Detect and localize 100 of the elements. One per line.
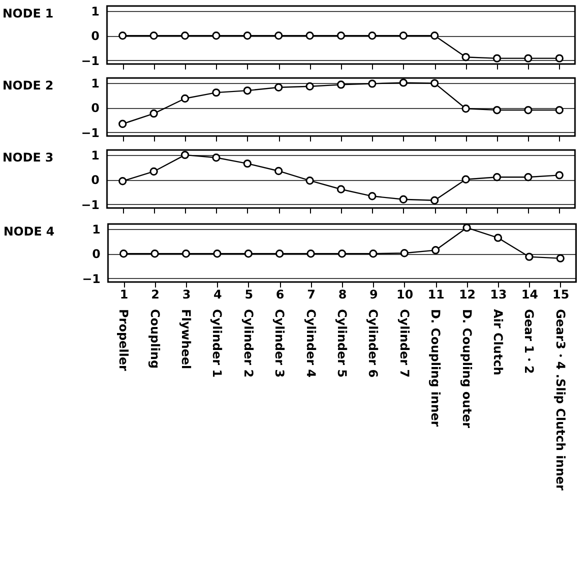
y-axis-title: NODE 3 [2,150,54,164]
point [524,54,532,62]
y-tick-label: −1 [81,198,100,212]
point [212,32,220,40]
text: Air Clutch [491,309,505,376]
y-tick-label: −1 [82,272,100,286]
x-tick-label: 2 [151,288,160,302]
point [494,234,502,242]
point [306,32,314,40]
text: Cylinder 6 [366,309,380,378]
point [150,167,158,176]
point [150,250,159,258]
point [399,32,408,40]
y-axis-title: NODE 4 [4,224,54,238]
point [336,80,346,89]
text: Gear 1・2 [522,309,536,374]
text: D. Coupling inner [428,309,443,427]
text: Cylinder 1 [210,309,224,378]
x-tick-label: 5 [244,288,254,302]
point [462,224,471,232]
point [524,106,532,114]
x-tick-label: 3 [182,288,191,302]
point [306,250,315,258]
y-tick-label: 0 [92,247,100,262]
text: Flywheel [179,309,193,370]
text: Coupling [148,309,162,369]
point [400,249,409,258]
point [306,176,314,185]
x-tick-label: 15 [552,288,570,302]
y-tick-label: 1 [91,76,100,90]
point [555,171,564,180]
point [462,52,470,62]
text: Cylinder 7 [397,309,412,378]
x-tick-label: 4 [214,288,222,302]
y-tick-label: −1 [81,54,100,68]
point [118,120,127,128]
y-tick-label: 1 [92,222,100,236]
x-tick-label: 8 [338,288,347,302]
point [399,195,408,204]
point [555,54,564,62]
y-tick-label: 0 [91,173,100,188]
x-tick-label: 12 [458,288,476,302]
point [150,109,158,118]
point [118,32,127,40]
text: Gear3・4 .Slip Clutch inner [553,309,568,490]
point [274,32,283,40]
x-tick-label: 1 [120,288,128,302]
point [213,250,222,258]
y-tick-label: 0 [91,101,100,116]
point [306,82,314,90]
point [399,78,408,87]
point [274,83,283,92]
point [243,32,252,40]
point [180,94,190,103]
point [462,175,470,184]
point [369,250,378,258]
point [492,173,502,182]
point [524,173,532,182]
x-tick-label: 13 [490,288,507,302]
point [492,106,502,114]
x-tick-label: 9 [370,288,378,302]
x-tick-label: 6 [276,288,284,302]
point [119,250,128,258]
point [336,185,346,194]
x-tick-label: 11 [428,288,444,302]
point [368,80,376,88]
text: Cylinder 5 [335,309,349,378]
point [182,250,190,258]
point [274,166,283,176]
point [150,32,158,40]
text: Propeller [116,309,131,372]
point [180,150,190,160]
point [243,86,252,95]
point [212,88,220,97]
text: Cylinder 3 [272,309,287,378]
point [243,159,252,168]
text: Cylinder 2 [241,309,256,378]
point [430,79,439,88]
y-tick-label: 1 [91,4,100,18]
x-tick-label: 10 [396,288,414,302]
point [244,250,253,258]
y-axis-title: NODE 1 [2,6,54,20]
y-tick-label: 1 [91,148,100,162]
point [525,252,534,261]
y-tick-label: 0 [91,29,100,44]
point [492,54,502,62]
point [431,246,440,254]
y-tick-label: −1 [81,126,100,140]
point [180,32,190,40]
point [275,250,284,258]
point [555,106,564,114]
point [368,192,376,200]
point [368,32,376,40]
text: D. Coupling outer [460,309,474,428]
y-axis-title: NODE 2 [2,78,54,92]
point [462,104,470,113]
x-tick-label: 14 [521,288,538,302]
point [338,250,346,258]
point [430,196,439,204]
point [556,254,565,262]
